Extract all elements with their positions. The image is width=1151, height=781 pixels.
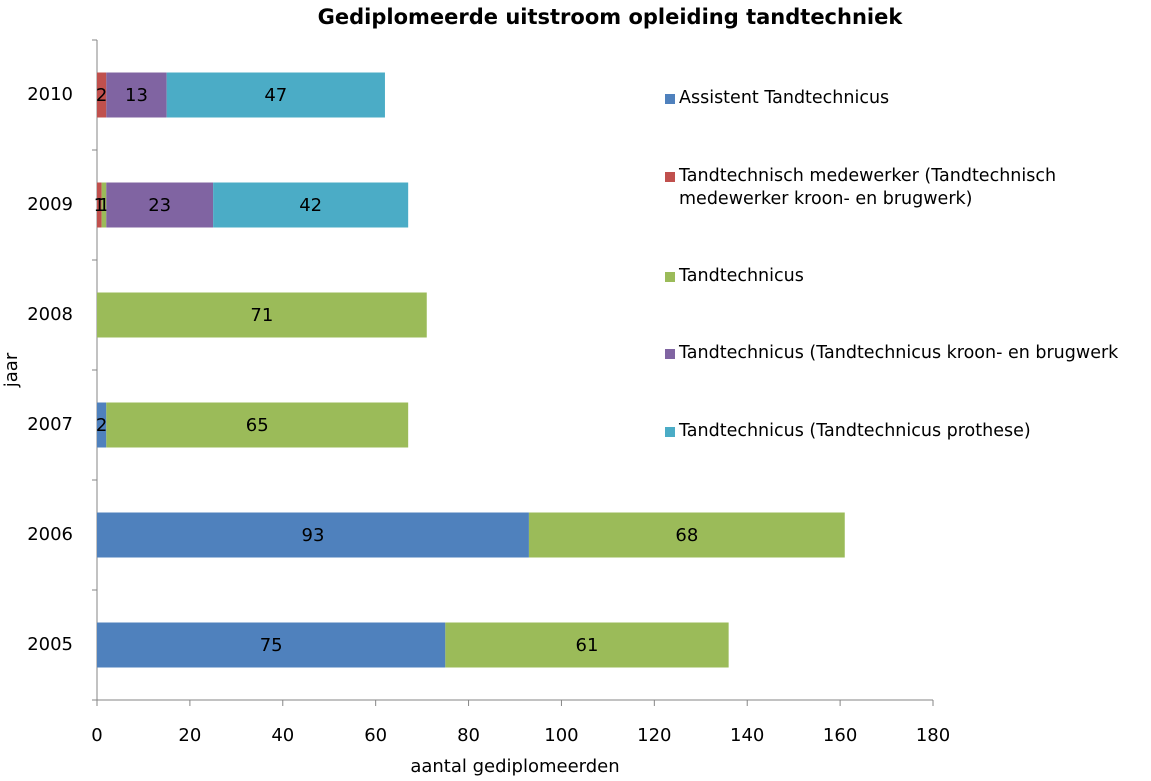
- legend-swatch: [665, 171, 675, 182]
- y-tick-label: 2006: [27, 524, 73, 545]
- data-label: 65: [246, 415, 269, 436]
- x-tick-label: 80: [457, 725, 480, 746]
- x-tick-label: 100: [544, 725, 578, 746]
- y-tick-label: 2009: [27, 194, 73, 215]
- bar-segment: [97, 402, 107, 448]
- x-tick-label: 60: [364, 725, 387, 746]
- data-label: 93: [302, 525, 325, 546]
- bar-segment: [106, 402, 409, 448]
- data-label: 47: [264, 85, 287, 106]
- x-tick-label: 160: [823, 725, 857, 746]
- legend-label: Tandtechnicus (Tandtechnicus prothese): [679, 420, 1031, 441]
- bar-segment: [97, 72, 107, 118]
- bar-segment: [97, 622, 446, 668]
- data-label: 23: [148, 195, 171, 216]
- y-tick-label: 2010: [27, 84, 73, 105]
- legend-label: Tandtechnicus: [679, 265, 804, 286]
- data-label: 2: [96, 85, 107, 106]
- x-axis-label: aantal gediplomeerden: [410, 756, 619, 777]
- legend-swatch: [665, 271, 675, 282]
- legend: Assistent Tandtechnicus Tandtechnisch med…: [665, 60, 1140, 470]
- x-tick-label: 120: [637, 725, 671, 746]
- y-axis-label: jaar: [1, 352, 22, 388]
- x-tick-label: 140: [730, 725, 764, 746]
- data-label: 13: [125, 85, 148, 106]
- data-label: 75: [260, 635, 283, 656]
- bar-segment: [528, 512, 845, 558]
- bar-segment: [213, 182, 409, 228]
- x-tick-label: 20: [178, 725, 201, 746]
- x-tick-label: 0: [91, 725, 102, 746]
- legend-label: Tandtechnisch medewerker (Tandtechnisch …: [679, 165, 1057, 209]
- x-tick-label: 40: [271, 725, 294, 746]
- legend-item: Tandtechnisch medewerker (Tandtechnisch …: [665, 165, 1140, 211]
- bar-segment: [97, 512, 529, 558]
- chart-title: Gediplomeerde uitstroom opleiding tandte…: [318, 5, 904, 29]
- data-label: 2: [96, 415, 107, 436]
- bar-segment: [106, 72, 167, 118]
- data-label: 68: [675, 525, 698, 546]
- y-tick-label: 2007: [27, 414, 73, 435]
- data-label: 61: [576, 635, 599, 656]
- y-tick-label: 2005: [27, 634, 73, 655]
- legend-item: Tandtechnicus (Tandtechnicus kroon- en b…: [665, 342, 1140, 365]
- legend-swatch: [665, 94, 675, 105]
- bar-segment: [97, 182, 102, 228]
- x-tick-label: 180: [916, 725, 950, 746]
- bar-segment: [101, 182, 107, 228]
- legend-label: Assistent Tandtechnicus: [679, 88, 890, 109]
- legend-label: Tandtechnicus (Tandtechnicus kroon- en b…: [679, 343, 1119, 364]
- data-label: 1: [98, 195, 109, 216]
- legend-swatch: [665, 426, 675, 437]
- data-label: 1: [94, 195, 105, 216]
- legend-item: Assistent Tandtechnicus: [665, 87, 1140, 110]
- bar-segment: [97, 292, 427, 338]
- bar-segment: [106, 182, 214, 228]
- y-tick-label: 2008: [27, 304, 73, 325]
- legend-swatch: [665, 349, 675, 360]
- bar-segment: [445, 622, 729, 668]
- data-label: 71: [250, 305, 273, 326]
- bar-segment: [166, 72, 385, 118]
- legend-item: Tandtechnicus (Tandtechnicus prothese): [665, 420, 1140, 443]
- legend-item: Tandtechnicus: [665, 265, 1140, 288]
- data-label: 42: [299, 195, 322, 216]
